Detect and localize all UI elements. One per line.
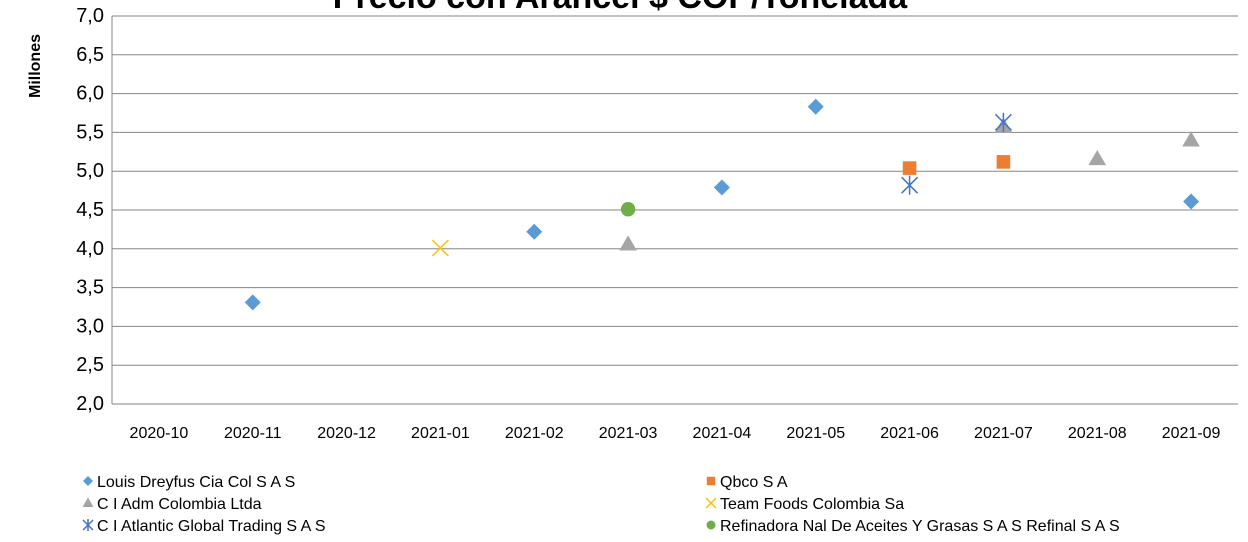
legend-marker [706, 520, 716, 530]
marker [807, 98, 824, 115]
legend-marker [82, 497, 94, 507]
marker [619, 235, 637, 251]
chart-title: Precio con Arancel $ COP/Tonelada [333, 0, 908, 16]
y-tick-label: 6,5 [76, 44, 104, 66]
marker [620, 202, 636, 217]
marker [996, 155, 1011, 169]
legend-marker [83, 476, 93, 486]
x-tick-label: 2021-01 [411, 425, 470, 442]
marker [1182, 131, 1200, 147]
x-tick-label: 2020-12 [317, 425, 376, 442]
y-tick-label: 6,0 [76, 83, 104, 105]
x-tick-label: 2021-07 [974, 425, 1033, 442]
x-tick-label: 2021-05 [786, 425, 845, 442]
legend-marker [82, 519, 94, 531]
x-tick-label: 2020-10 [130, 425, 189, 442]
y-tick-label: 2,5 [76, 354, 104, 376]
y-tick-label: 4,0 [76, 238, 104, 260]
marker [431, 239, 449, 257]
x-tick-label: 2021-03 [599, 425, 658, 442]
legend-marker [705, 497, 717, 509]
y-tick-label: 3,0 [76, 315, 104, 337]
y-tick-label: 3,5 [76, 277, 104, 299]
x-tick-label: 2020-11 [224, 425, 282, 442]
legend-label: Team Foods Colombia Sa [720, 496, 904, 513]
marker [1088, 149, 1107, 166]
y-tick-label: 5,0 [76, 160, 104, 182]
marker [526, 223, 543, 240]
y-tick-label: 4,5 [76, 199, 104, 221]
legend-label: C I Adm Colombia Ltda [97, 496, 262, 513]
y-tick-label: 2,0 [76, 393, 104, 415]
x-tick-label: 2021-02 [505, 425, 564, 442]
x-tick-label: 2021-09 [1162, 425, 1221, 442]
marker [994, 112, 1012, 132]
y-tick-label: 5,5 [76, 121, 104, 143]
marker [1183, 193, 1200, 210]
y-tick-label: 7,0 [76, 5, 104, 27]
marker [902, 161, 917, 175]
marker [901, 175, 919, 195]
legend-label: Qbco S A [720, 474, 788, 491]
legend-marker [706, 476, 716, 486]
y-axis-label: Millones [27, 34, 44, 98]
legend-label: Refinadora Nal De Aceites Y Grasas S A S… [720, 518, 1120, 535]
marker [244, 294, 261, 311]
x-tick-label: 2021-06 [880, 425, 939, 442]
marker [713, 179, 730, 196]
legend-label: C I Atlantic Global Trading S A S [97, 518, 326, 535]
legend-label: Louis Dreyfus Cia Col S A S [97, 474, 295, 491]
x-tick-label: 2021-04 [693, 425, 752, 442]
x-tick-label: 2021-08 [1068, 425, 1127, 442]
